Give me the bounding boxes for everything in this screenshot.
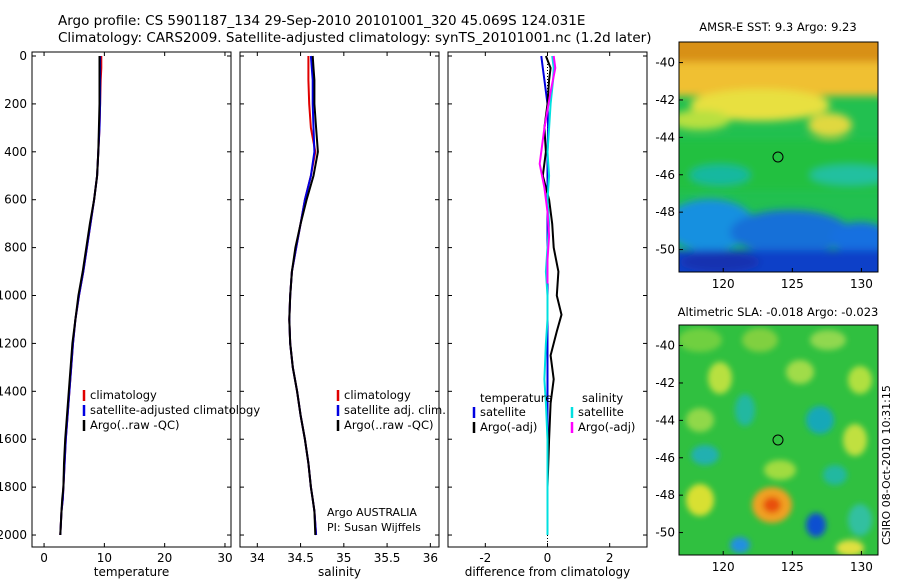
sla-map [679, 325, 878, 555]
diff-legend-label: Argo(-adj) [578, 420, 635, 434]
sst-map-ytick-label: -46 [655, 168, 675, 182]
salinity-profile-xtick-label: 36 [423, 551, 438, 565]
salinity-profile-series-line [288, 56, 318, 536]
temperature-profile-series-line [59, 56, 101, 536]
sla-map-ytick-label: -44 [655, 413, 675, 427]
temperature-profile-ytick-label: 1200 [0, 336, 27, 350]
sla-map-title: Altimetric SLA: -0.018 Argo: -0.023 [677, 305, 879, 319]
temperature-profile-ytick-label: 1800 [0, 480, 27, 494]
salinity-profile-xtick-label: 34.5 [287, 551, 314, 565]
sst-map-ytick-label: -48 [655, 205, 675, 219]
temperature-profile-xtick-label: 30 [217, 551, 232, 565]
temperature-profile-legend-label: Argo(..raw -QC) [90, 418, 180, 432]
salinity-profile-xtick-label: 35 [336, 551, 351, 565]
salinity-profile-legend-label: satellite adj. clim. [344, 403, 446, 417]
salinity-profile-series-line [288, 55, 319, 536]
salinity-profile-xtick-label: 35.5 [374, 551, 401, 565]
sst-map-xtick-label: 130 [850, 277, 873, 291]
temperature-profile-series-line [59, 56, 103, 536]
figure-title-line2: Climatology: CARS2009. Satellite-adjuste… [58, 30, 652, 46]
difference-profile-series-line [541, 55, 563, 535]
diff-legend-title-salinity: salinity [582, 391, 623, 405]
temperature-profile-legend-label: climatology [90, 388, 157, 402]
sla-map-ytick-label: -42 [655, 376, 675, 390]
sst-map-ytick-label: -50 [655, 243, 675, 257]
sla-map-xtick-label: 130 [850, 560, 873, 574]
sla-map-xtick-label: 120 [712, 560, 735, 574]
difference-profile-xtick-label: 0 [544, 551, 552, 565]
sst-map-ytick-label: -40 [655, 56, 675, 70]
sla-map-axes: 120 125 130 -40 -42 -44 -46 -48 -50 [655, 324, 879, 574]
temperature-profile-axes-box [31, 51, 232, 548]
sst-map-xtick-label: 125 [781, 277, 804, 291]
temperature-profile-series-group [59, 56, 103, 536]
difference-profile-series-line [538, 55, 557, 284]
sst-map-axes: 120 125 130 -40 -42 -44 -46 -48 -50 [655, 41, 879, 291]
temperature-profile-legend-label: satellite-adjusted climatology [90, 403, 260, 417]
temperature-profile-ytick-label: 200 [4, 97, 27, 111]
temperature-profile-xtick-label: 0 [40, 551, 48, 565]
diff-legend-label: satellite [578, 405, 624, 419]
salinity-annotation-line1: Argo AUSTRALIA [327, 506, 417, 519]
salinity-profile-series-group [288, 55, 319, 536]
difference-profile-series-group [538, 55, 563, 535]
sst-map-axes-box [678, 41, 879, 273]
salinity-profile-legend-label: Argo(..raw -QC) [344, 418, 434, 432]
sla-map-ytick-label: -50 [655, 526, 675, 540]
temperature-profile-xlabel: temperature [94, 565, 169, 579]
temperature-profile-xtick-label: 20 [157, 551, 172, 565]
diff-legend-label: Argo(-adj) [480, 420, 537, 434]
salinity-profile: 34 34.5 35 35.5 36 salinity climatologysatelli… [239, 51, 446, 579]
temperature-profile-xtick-label: 10 [97, 551, 112, 565]
salinity-annotation-line2: PI: Susan Wijffels [327, 521, 421, 534]
sst-argo-marker [772, 151, 784, 163]
temperature-profile-ytick-label: 800 [4, 241, 27, 255]
difference-profile-xlabel: difference from climatology [465, 565, 631, 579]
sla-map-ytick-label: -48 [655, 488, 675, 502]
salinity-profile-xtick-label: 34 [250, 551, 265, 565]
figure-title-line1: Argo profile: CS 5901187_134 29-Sep-2010… [58, 13, 586, 29]
sla-map-xtick-label: 125 [781, 560, 804, 574]
temperature-profile-ytick-label: 0 [19, 49, 27, 63]
salinity-profile-series-line [288, 55, 318, 536]
sla-map-axes-box [678, 324, 879, 556]
temperature-profile-ytick-label: 1000 [0, 289, 27, 303]
sla-map-ytick-label: -46 [655, 451, 675, 465]
temperature-profile-ytick-label: 1600 [0, 432, 27, 446]
temperature-profile: 0 10 20 30 temperature 0 200 400 600 800 1000 1200 1… [0, 49, 260, 579]
sst-map-ytick-label: -44 [655, 130, 675, 144]
temperature-profile-ytick-label: 2000 [0, 528, 27, 542]
sst-map-ytick-label: -42 [655, 93, 675, 107]
sla-argo-marker [772, 434, 784, 446]
difference-profile-xtick-label: 2 [606, 551, 614, 565]
temperature-profile-ytick-label: 400 [4, 145, 27, 159]
diff-legend-label: satellite [480, 405, 526, 419]
salinity-profile-axes-box [239, 51, 440, 548]
diff-legend-title-temperature: temperature [480, 391, 552, 405]
temperature-profile-series-line [59, 56, 102, 536]
chart-layer: 0 10 20 30temperature0200400600800100012001… [0, 41, 879, 579]
sst-map-xtick-label: 120 [712, 277, 735, 291]
sst-map-title: AMSR-E SST: 9.3 Argo: 9.23 [699, 20, 857, 34]
salinity-profile-legend-label: climatology [344, 388, 411, 402]
difference-profile-xtick-label: -2 [479, 551, 491, 565]
salinity-profile-xlabel: salinity [318, 565, 361, 579]
sst-map [679, 42, 878, 272]
temperature-profile-ytick-label: 1400 [0, 384, 27, 398]
temperature-profile-ytick-label: 600 [4, 193, 27, 207]
sla-map-ytick-label: -40 [655, 339, 675, 353]
